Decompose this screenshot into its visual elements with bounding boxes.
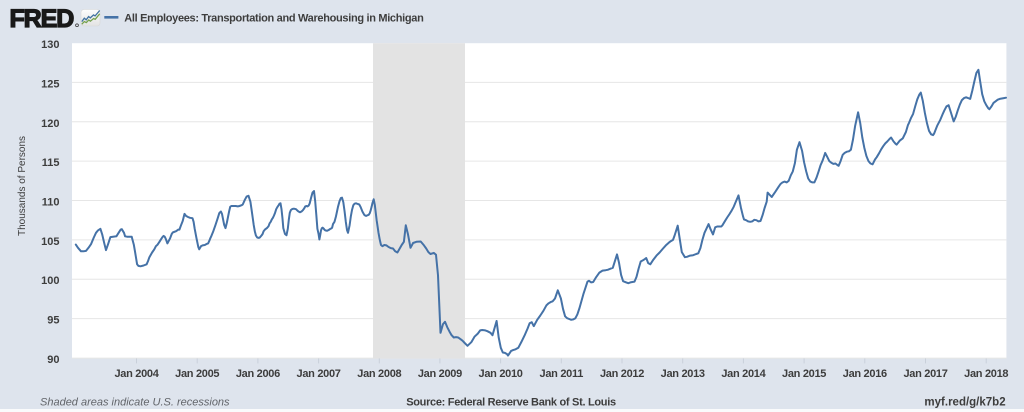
svg-text:FRED: FRED <box>10 5 74 33</box>
svg-text:myf.red/g/k7b2: myf.red/g/k7b2 <box>924 397 1005 409</box>
svg-text:Source: Federal Reserve Bank o: Source: Federal Reserve Bank of St. Loui… <box>406 397 616 409</box>
svg-text:Jan 2004: Jan 2004 <box>114 368 159 380</box>
svg-text:Jan 2012: Jan 2012 <box>600 368 644 380</box>
svg-text:Jan 2013: Jan 2013 <box>661 368 705 380</box>
svg-text:Shaded areas indicate U.S. rec: Shaded areas indicate U.S. recessions <box>40 397 230 409</box>
svg-text:Jan 2006: Jan 2006 <box>236 368 280 380</box>
svg-text:Thousands of Persons: Thousands of Persons <box>17 136 28 236</box>
svg-text:Jan 2014: Jan 2014 <box>721 368 766 380</box>
svg-text:130: 130 <box>41 39 59 51</box>
svg-text:125: 125 <box>41 78 59 90</box>
svg-text:Jan 2015: Jan 2015 <box>782 368 826 380</box>
svg-text:Jan 2005: Jan 2005 <box>175 368 219 380</box>
svg-text:115: 115 <box>42 157 60 169</box>
svg-text:Jan 2018: Jan 2018 <box>964 368 1008 380</box>
svg-text:Jan 2011: Jan 2011 <box>540 368 584 380</box>
svg-text:All Employees: Transportation: All Employees: Transportation and Wareho… <box>124 13 424 25</box>
svg-text:95: 95 <box>47 315 59 327</box>
svg-text:Jan 2010: Jan 2010 <box>479 368 523 380</box>
svg-text:Jan 2017: Jan 2017 <box>903 368 947 380</box>
svg-text:100: 100 <box>41 275 59 287</box>
svg-text:105: 105 <box>41 236 59 248</box>
svg-text:120: 120 <box>41 118 59 130</box>
svg-text:90: 90 <box>47 354 59 366</box>
svg-text:Jan 2007: Jan 2007 <box>297 368 341 380</box>
svg-text:Jan 2008: Jan 2008 <box>357 368 401 380</box>
svg-text:Jan 2016: Jan 2016 <box>843 368 887 380</box>
svg-text:110: 110 <box>42 197 60 209</box>
svg-text:Jan 2009: Jan 2009 <box>418 368 462 380</box>
